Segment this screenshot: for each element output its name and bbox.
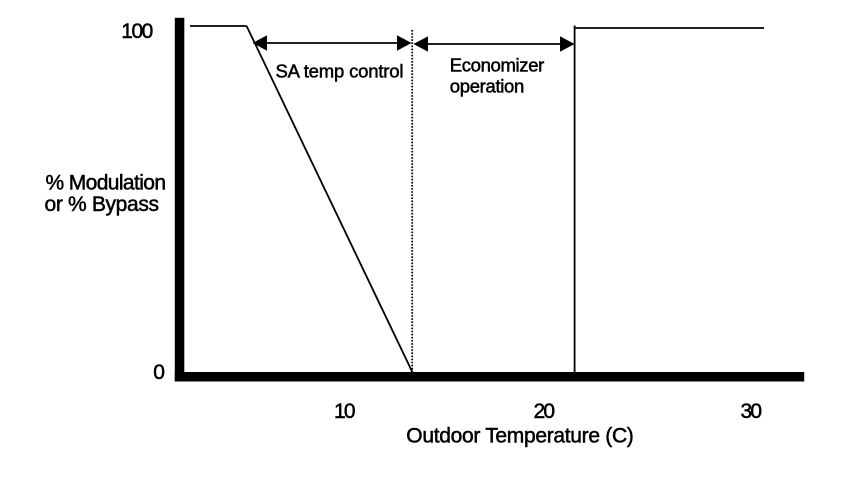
svg-text:20: 20 bbox=[534, 400, 556, 423]
svg-text:SA temp control: SA temp control bbox=[276, 61, 404, 82]
svg-text:operation: operation bbox=[450, 76, 525, 97]
svg-text:30: 30 bbox=[741, 400, 763, 423]
svg-text:% Modulation: % Modulation bbox=[46, 172, 167, 195]
svg-text:10: 10 bbox=[334, 400, 356, 423]
svg-text:100: 100 bbox=[121, 20, 153, 43]
svg-text:Economizer: Economizer bbox=[450, 55, 545, 76]
svg-text:Outdoor Temperature (C): Outdoor Temperature (C) bbox=[406, 425, 634, 448]
svg-text:or % Bypass: or % Bypass bbox=[45, 193, 160, 216]
svg-text:0: 0 bbox=[153, 361, 165, 384]
